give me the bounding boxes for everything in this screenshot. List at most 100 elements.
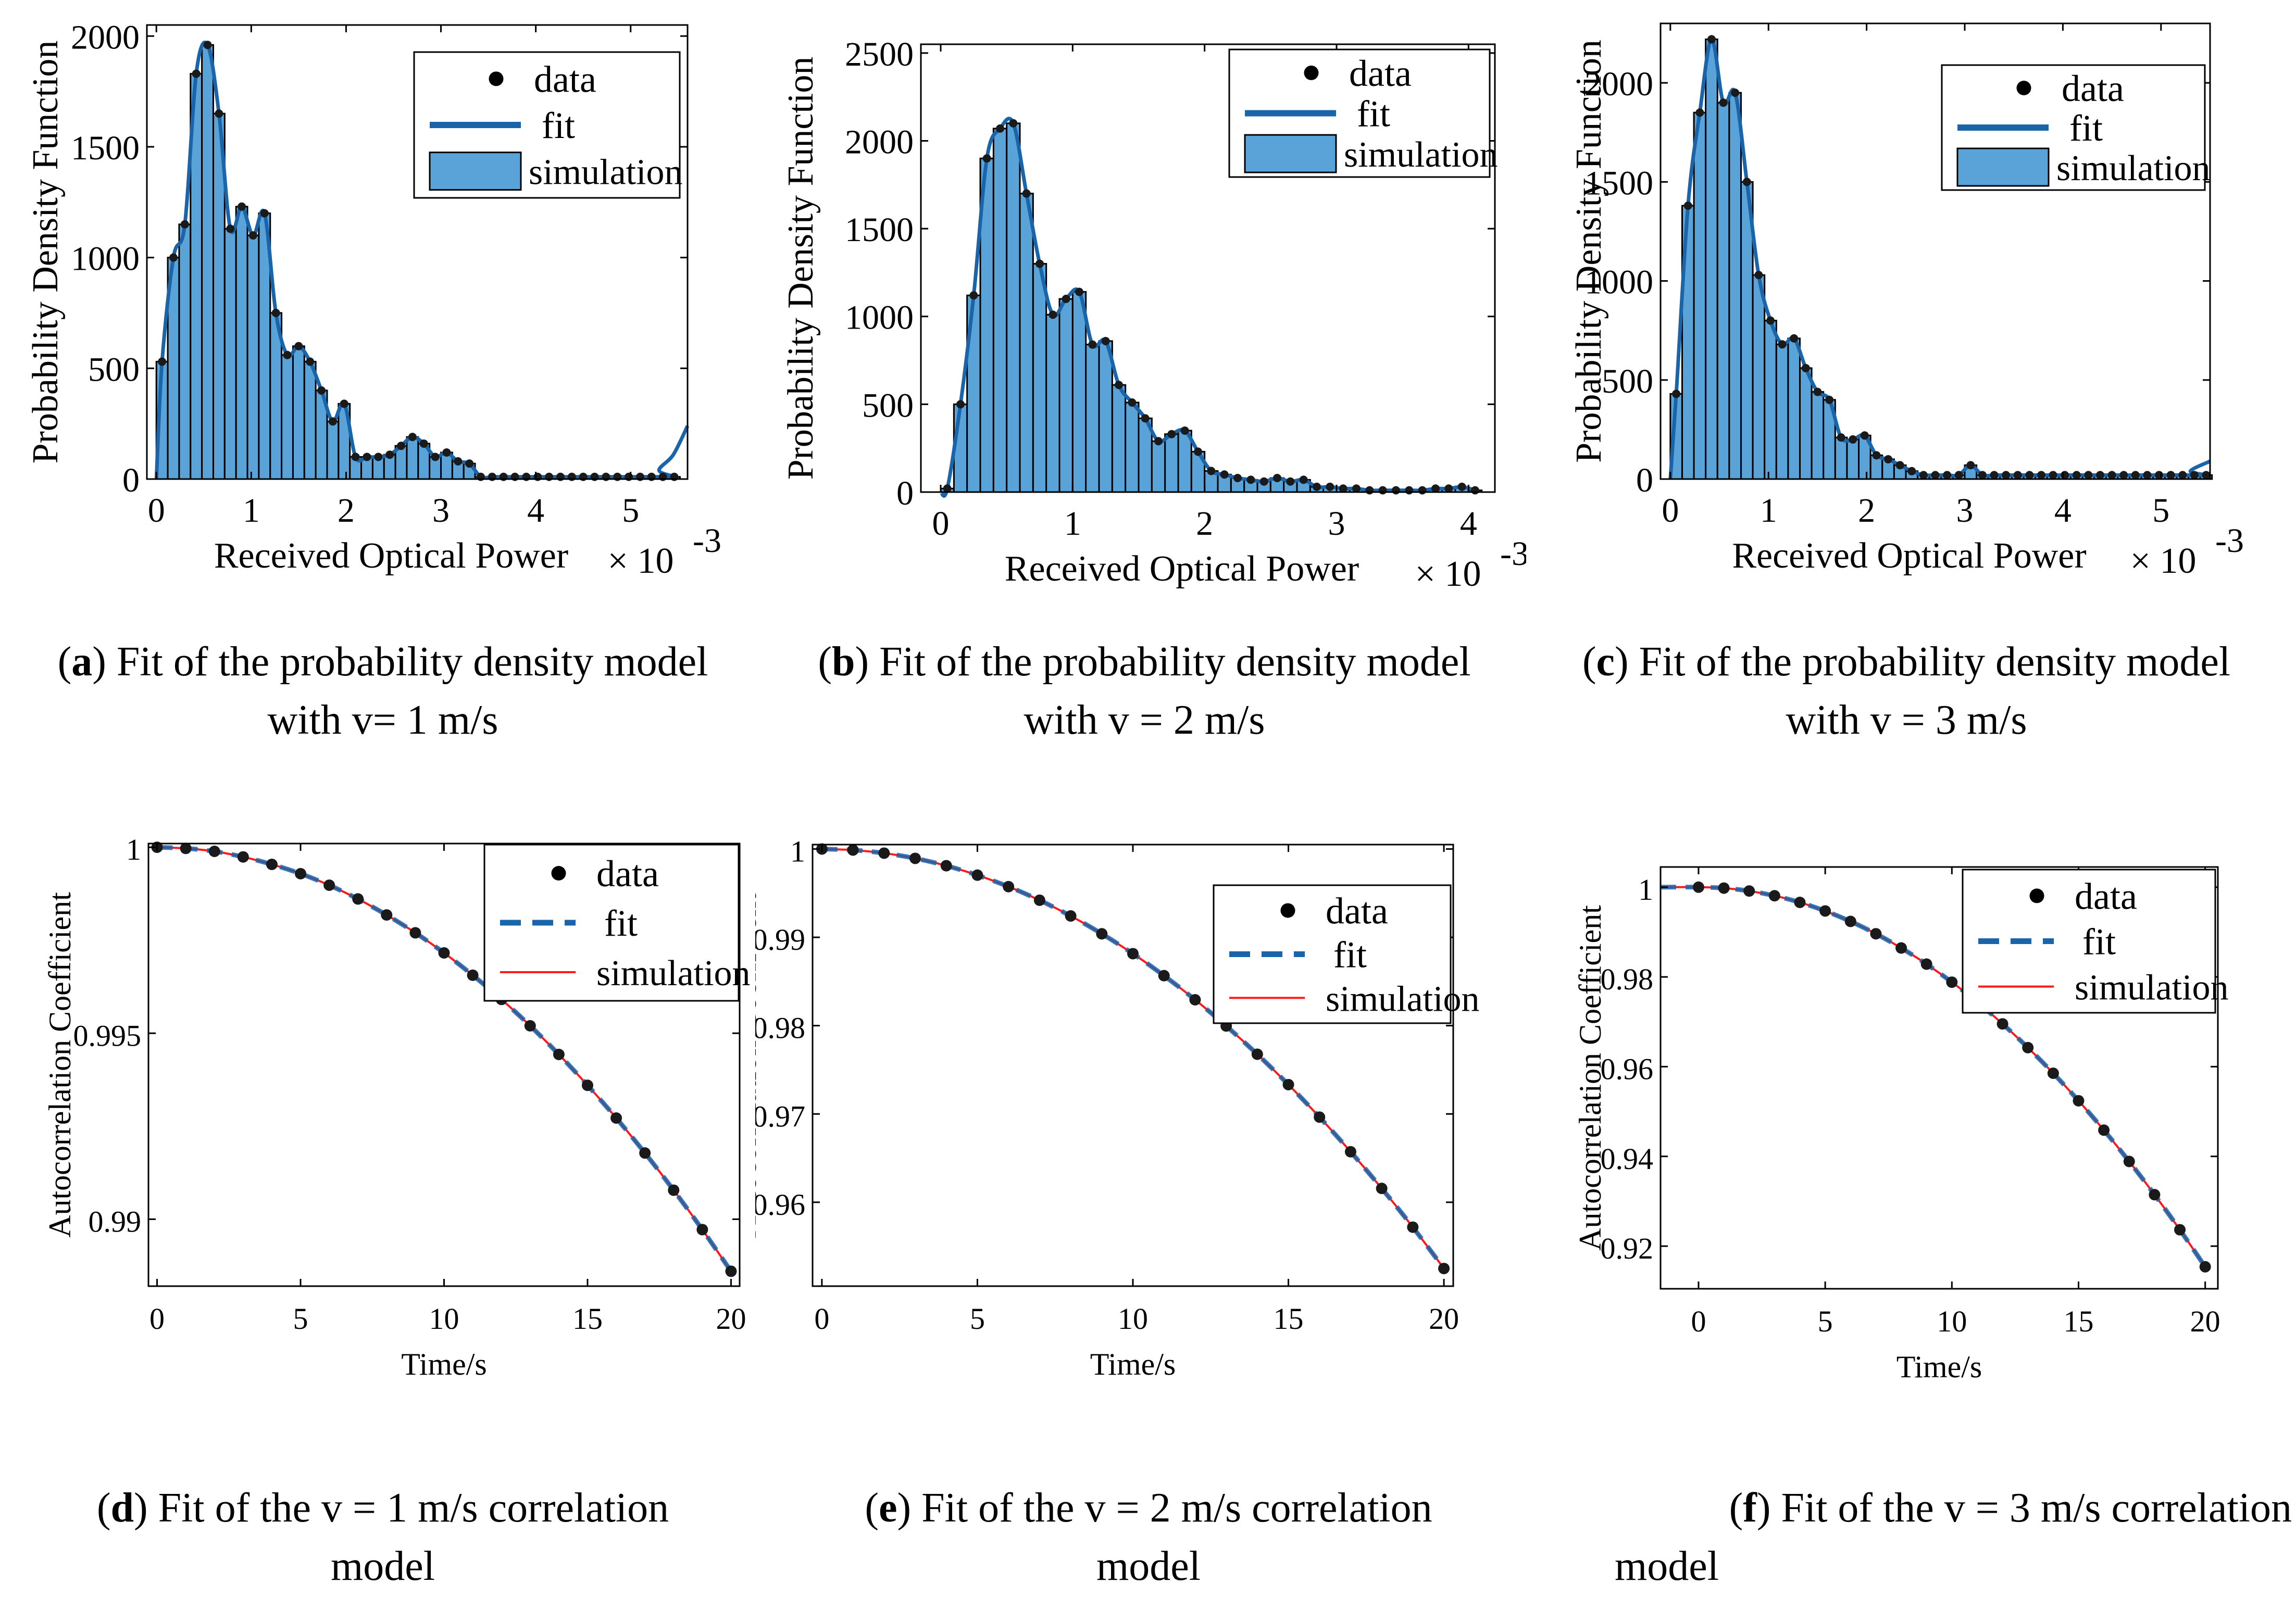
- x-axis-label: Received Optical Power: [1732, 536, 2086, 576]
- x-axis-label: Received Optical Power: [1005, 549, 1359, 589]
- x-tick-label-1: 1: [243, 492, 260, 530]
- data-point-20: [1438, 1263, 1450, 1275]
- data-point-16: [1314, 1111, 1326, 1123]
- data-point-5: [1819, 905, 1831, 917]
- x-tick-label-3: 3: [1956, 492, 1974, 530]
- chart-c: 0 1 2 3 4 5 0 500 1000 1500 2000 Received Optical P…: [1569, 22, 2244, 581]
- y-tick-label-2: 1: [126, 833, 141, 866]
- data-point-34: [1392, 486, 1400, 495]
- histogram-bar-9: [1058, 298, 1074, 493]
- histogram-bar-11: [1085, 344, 1100, 493]
- histogram-bar-4: [1716, 102, 1730, 480]
- histogram-bar-16: [1151, 440, 1166, 493]
- x-tick-label-3: 15: [572, 1302, 603, 1336]
- data-point-16: [340, 399, 348, 408]
- data-point-28: [2002, 471, 2011, 480]
- data-point-9: [1920, 958, 1932, 970]
- histogram-bar-13: [1111, 384, 1127, 493]
- legend-data-marker: [551, 866, 566, 881]
- data-point-5: [295, 868, 307, 879]
- caption-c: (c) Fit of the probability density model…: [1582, 639, 2231, 743]
- histogram-bar-17: [1164, 433, 1179, 493]
- data-point-10: [1075, 287, 1083, 296]
- data-point-13: [1115, 381, 1123, 389]
- y-tick-label-0: 0.99: [89, 1204, 142, 1238]
- legend-data-label: data: [1349, 53, 1412, 94]
- data-point-19: [2174, 1224, 2186, 1236]
- data-point-22: [1931, 471, 1940, 480]
- data-point-4: [266, 859, 278, 870]
- data-point-6: [323, 879, 335, 891]
- legend-simulation-swatch: [1244, 134, 1337, 173]
- data-point-16: [2098, 1124, 2110, 1136]
- caption-a-label: a: [71, 639, 93, 685]
- data-point-30: [1339, 484, 1347, 493]
- data-point-33: [1378, 486, 1387, 495]
- data-point-1: [847, 844, 859, 856]
- data-point-3: [192, 69, 201, 78]
- y-tick-label-4: 2000: [845, 123, 914, 161]
- histogram-bar-2: [1693, 111, 1707, 480]
- data-point-14: [553, 1049, 565, 1060]
- data-point-3: [982, 154, 991, 163]
- histogram-bar-6: [223, 228, 237, 480]
- data-point-20: [385, 450, 394, 459]
- legend-fit-label: fit: [2082, 921, 2116, 963]
- data-point-30: [2025, 471, 2034, 480]
- y-tick-label-2: 0.98: [755, 1011, 805, 1045]
- x-tick-label-0: 0: [148, 492, 165, 530]
- data-point-26: [454, 457, 463, 466]
- legend-data-label: data: [2062, 68, 2124, 109]
- y-tick-label-1: 0.995: [73, 1019, 142, 1052]
- data-point-45: [2202, 471, 2211, 480]
- caption-b-label: b: [832, 639, 855, 685]
- histogram-bar-22: [406, 436, 419, 480]
- legend-data-label: data: [534, 58, 596, 100]
- x-tick-label-5: 5: [622, 492, 639, 530]
- x-tick-label-3: 15: [1274, 1302, 1304, 1336]
- histogram-bar-15: [1846, 438, 1860, 480]
- legend-simulation-swatch: [1956, 147, 2050, 187]
- data-point-2: [208, 846, 220, 857]
- y-axis-label: Autocorrelation Coefficient: [43, 892, 77, 1238]
- data-point-15: [2073, 1095, 2085, 1107]
- data-point-0: [1692, 881, 1704, 893]
- data-point-1: [1718, 882, 1730, 894]
- x-tick-label-2: 2: [1858, 492, 1875, 530]
- data-point-40: [2143, 471, 2152, 480]
- data-point-17: [351, 452, 360, 461]
- x-axis-multiplier: × 10: [2130, 541, 2197, 581]
- data-point-16: [1154, 437, 1163, 446]
- data-point-15: [1282, 1078, 1294, 1090]
- data-point-13: [2022, 1041, 2034, 1053]
- data-point-21: [397, 442, 406, 450]
- x-tick-label-4: 20: [716, 1302, 746, 1336]
- x-axis-label: Time/s: [1896, 1350, 1982, 1384]
- data-point-20: [1207, 467, 1216, 475]
- data-point-4: [203, 41, 212, 49]
- data-point-14: [317, 386, 326, 395]
- x-axis-exponent: -3: [693, 522, 721, 560]
- x-axis-label: Time/s: [1090, 1347, 1176, 1381]
- data-point-1: [180, 843, 192, 854]
- data-point-6: [1022, 189, 1031, 198]
- legend-simulation-label: simulation: [1344, 135, 1498, 175]
- plot-frame: [146, 24, 689, 480]
- x-tick-label-4: 20: [1429, 1302, 1459, 1336]
- y-tick-label-3: 1500: [71, 129, 140, 167]
- chart-d: 0 5 10 15 20 0.99 0.995 1 Time/s Autocorrelation …: [43, 833, 751, 1381]
- caption-c-line1: Fit of the probability density model: [1639, 639, 2231, 685]
- data-point-11: [1158, 970, 1170, 982]
- data-point-19: [1407, 1221, 1419, 1233]
- y-tick-label-0: 0: [1636, 461, 1653, 499]
- histogram-bar-3: [1705, 38, 1718, 480]
- data-point-26: [1286, 477, 1295, 486]
- x-tick-label-2: 2: [1196, 505, 1213, 543]
- chart-f: 0 5 10 15 20 0.92 0.94 0.96 0.98 1 Time/s Autocorre…: [1573, 866, 2229, 1384]
- data-point-2: [1695, 108, 1704, 117]
- data-point-15: [1849, 435, 1857, 444]
- data-point-18: [1884, 455, 1893, 463]
- caption-d-line1: Fit of the v = 1 m/s correlation: [158, 1485, 669, 1531]
- y-tick-label-4: 1: [790, 834, 805, 868]
- data-point-32: [2049, 471, 2057, 480]
